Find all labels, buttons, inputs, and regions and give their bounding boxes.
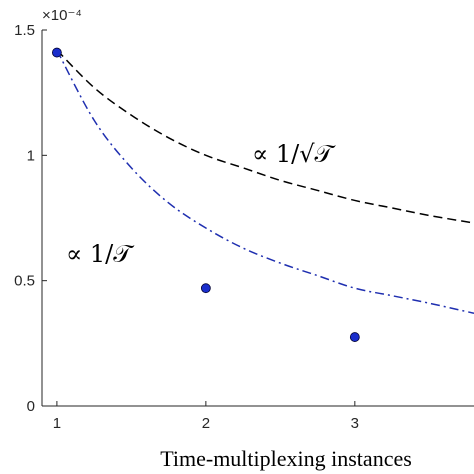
- markers: [51, 47, 360, 342]
- annotation-inv: ∝ 1/𝒯: [66, 240, 135, 268]
- x-tick-label: 1: [53, 415, 61, 432]
- x-tick-label: 2: [202, 415, 210, 432]
- curves: [56, 49, 474, 314]
- data-point: [200, 283, 211, 294]
- series-line-inv-sqrt: [56, 49, 474, 224]
- data-point: [51, 47, 62, 58]
- x-axis-label: Time-multiplexing instances: [160, 446, 412, 471]
- x-tick-label: 3: [351, 415, 359, 432]
- y-tick-label: 0: [27, 398, 35, 415]
- axes: 1 2 3 0 0.5 1 1.5: [14, 22, 474, 432]
- labels: ×10⁻⁴ Time-multiplexing instances ∝ 1/√𝒯…: [42, 7, 412, 471]
- series-line-inv: [56, 49, 474, 314]
- annotation-inv-sqrt: ∝ 1/√𝒯: [252, 140, 337, 168]
- y-tick-label: 0.5: [14, 273, 35, 290]
- y-exponent-label: ×10⁻⁴: [42, 7, 82, 24]
- y-tick-label: 1: [27, 147, 35, 164]
- y-tick-label: 1.5: [14, 22, 35, 39]
- data-point: [349, 332, 360, 342]
